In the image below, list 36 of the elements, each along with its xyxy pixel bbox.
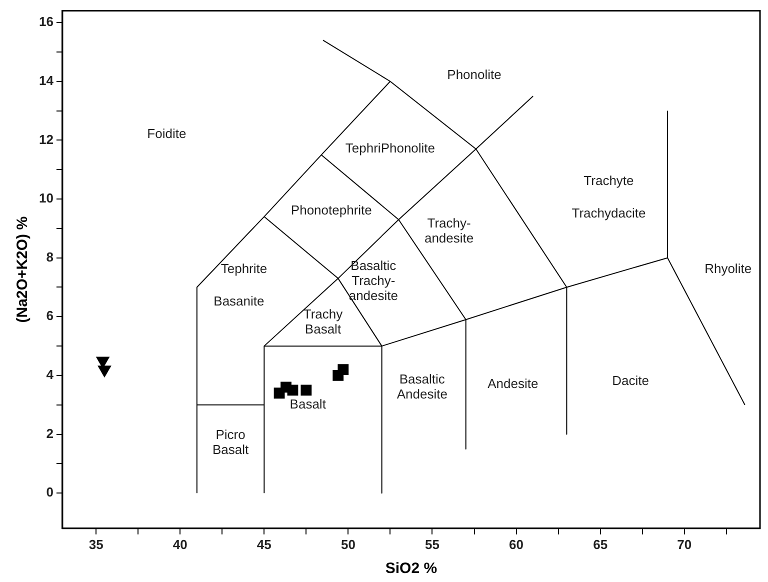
annotation: TephriPhonolite <box>345 140 436 156</box>
y-axis-title: (Na2O+K2O) % <box>14 216 32 323</box>
x-axis-title: SiO2 % <box>385 560 438 578</box>
annotation: Dacite <box>612 372 650 388</box>
annotation: Trachy- andesite <box>424 215 474 246</box>
x-tick-label: 65 <box>593 536 608 552</box>
y-tick-label: 8 <box>46 249 54 264</box>
y-tick-label: 12 <box>38 132 54 147</box>
annotation: Basanite <box>214 294 264 309</box>
y-tick-label: 2 <box>46 426 54 441</box>
annotation: Foidite <box>147 126 186 141</box>
annotation: Phonolite <box>447 67 502 82</box>
x-tick-label: 45 <box>256 536 272 552</box>
x-tick-label: 40 <box>172 536 188 552</box>
y-tick-label: 10 <box>38 190 54 206</box>
annotation: Phonotephrite <box>290 202 372 218</box>
annotation: Andesite <box>488 376 538 391</box>
y-tick-label: 6 <box>46 308 54 324</box>
y-tick-label: 4 <box>46 367 54 382</box>
annotation: Tephrite <box>220 261 268 276</box>
y-tick-label: 14 <box>38 72 54 88</box>
x-tick-label: 50 <box>340 536 356 552</box>
annotation: Trachy Basalt <box>303 306 344 337</box>
annotation: Trachyte <box>584 172 634 188</box>
annotation: Trachydacite <box>572 205 646 220</box>
x-tick-label: 55 <box>425 536 440 552</box>
annotation: Rhyolite <box>704 261 752 276</box>
annotation: Basalt <box>290 396 326 412</box>
annotation: Basaltic Trachy- andesite <box>348 258 398 303</box>
y-tick-label: 0 <box>46 484 54 500</box>
y-tick-label: 16 <box>38 14 54 30</box>
x-tick-label: 35 <box>88 536 104 552</box>
annotation: Basaltic Andesite <box>396 371 448 402</box>
x-tick-label: 70 <box>677 536 692 552</box>
annotation: Picro Basalt <box>212 427 249 458</box>
x-tick-label: 60 <box>509 536 524 552</box>
